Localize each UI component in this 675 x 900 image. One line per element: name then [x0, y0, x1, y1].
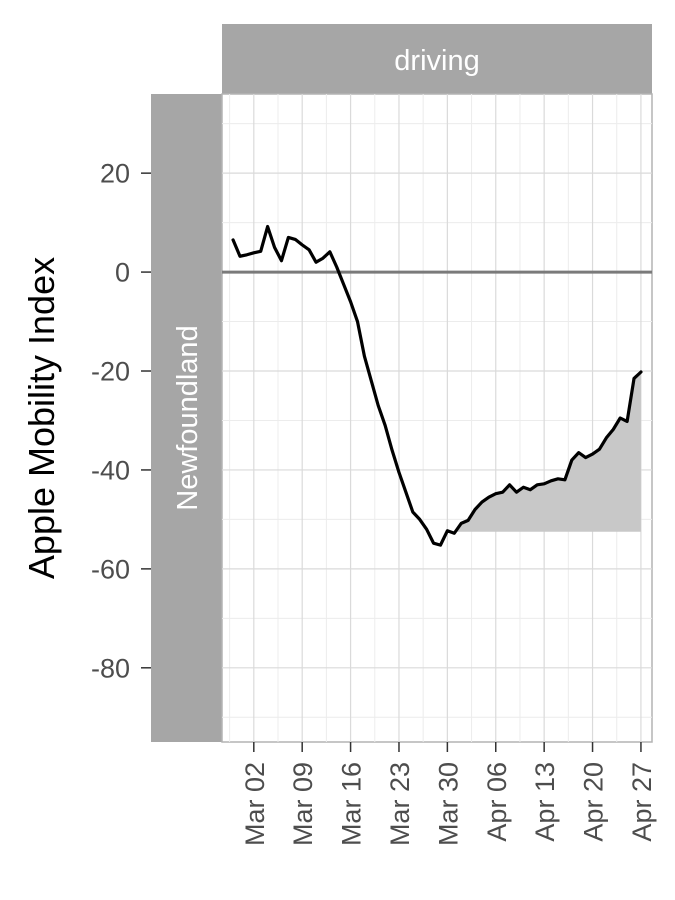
x-tick-label: Mar 16 — [337, 762, 367, 846]
y-axis: 20 0 -20 -40 -60 -80 — [91, 159, 151, 683]
facet-column-strip — [222, 24, 652, 94]
x-tick-label: Mar 23 — [385, 762, 415, 846]
x-tick-label: Apr 13 — [530, 762, 560, 842]
x-tick-label: Mar 30 — [433, 762, 463, 846]
line-layer — [231, 224, 643, 547]
y-tick-label: -60 — [91, 554, 130, 584]
y-axis-title: Apple Mobility Index — [21, 257, 62, 579]
x-axis: Mar 02 Mar 09 Mar 16 Mar 23 Mar 30 Apr 06 Apr … — [240, 742, 657, 846]
y-tick-label: -80 — [91, 653, 130, 683]
y-tick-label: 0 — [115, 258, 130, 288]
x-tick-label: Apr 27 — [627, 762, 657, 842]
plot-panel — [221, 93, 653, 743]
facet-row-label: Newfoundland — [172, 325, 204, 510]
y-tick-label: 20 — [100, 159, 130, 189]
x-tick-label: Mar 02 — [240, 762, 270, 846]
x-tick-label: Apr 20 — [579, 762, 609, 842]
series-line-driving — [231, 224, 643, 547]
grid-minor — [222, 94, 652, 742]
facet-row-strip — [151, 94, 222, 742]
y-tick-label: -20 — [91, 357, 130, 387]
facet-column-label: driving — [394, 45, 479, 77]
x-tick-label: Mar 09 — [288, 762, 318, 846]
y-tick-label: -40 — [91, 455, 130, 485]
x-tick-label: Apr 06 — [482, 762, 512, 842]
